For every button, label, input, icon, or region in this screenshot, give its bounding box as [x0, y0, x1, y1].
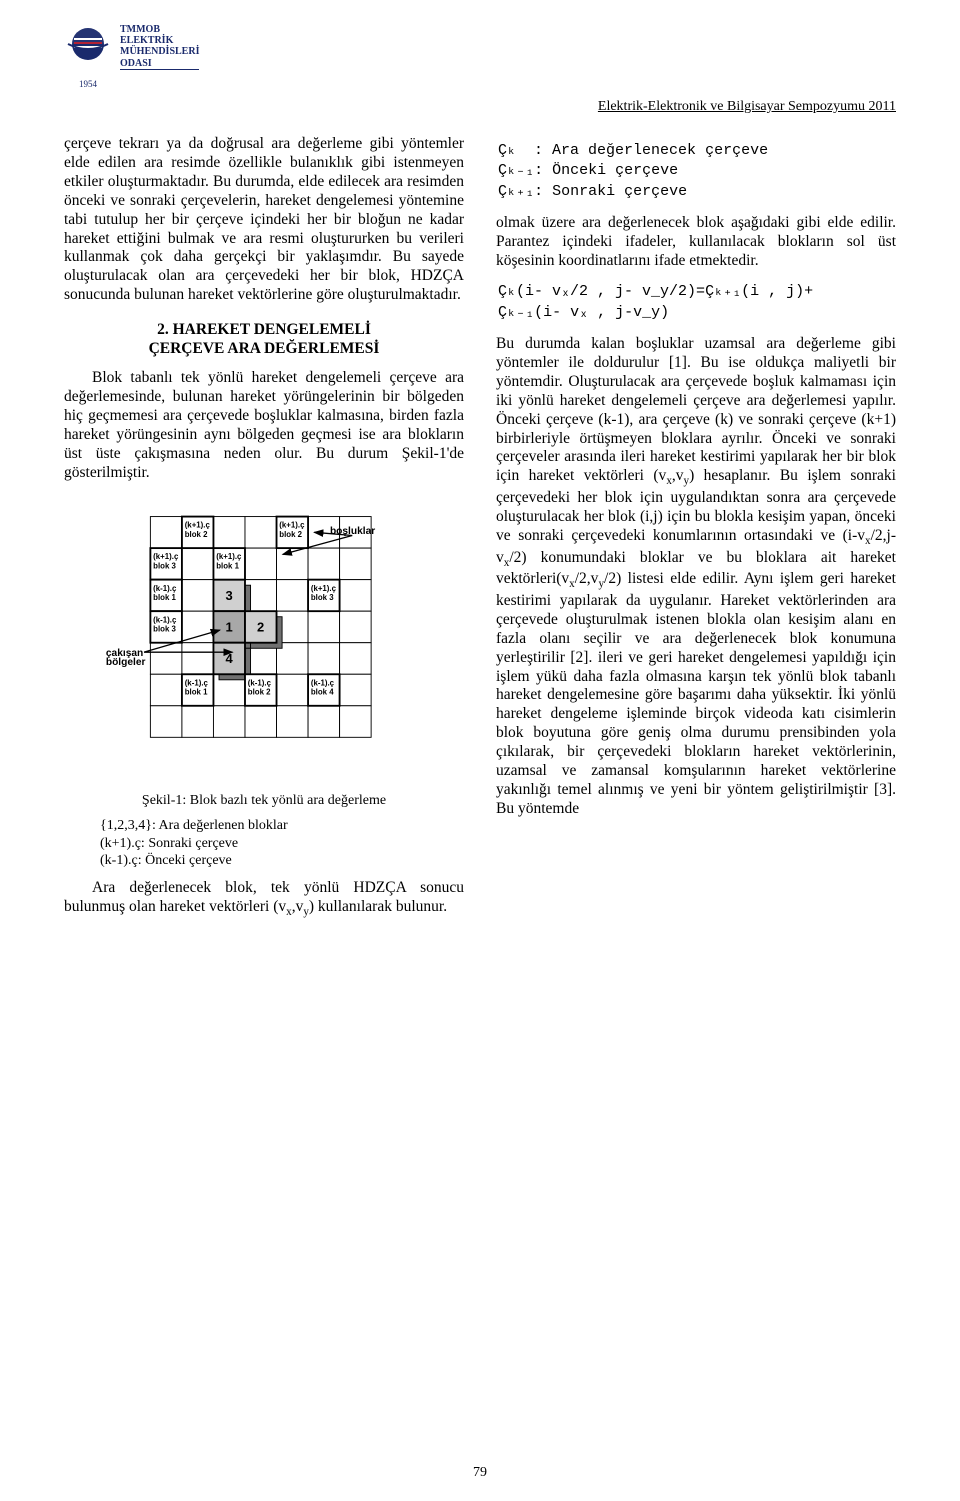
- org-line: TMMOB: [120, 24, 199, 35]
- text-run: /2,v: [575, 570, 599, 587]
- publisher-header: 1954 TMMOB ELEKTRİK MÜHENDİSLERİ ODASI: [64, 24, 896, 89]
- right-column: Çₖ : Ara değerlenecek çerçeve Çₖ₋₁: Önce…: [496, 135, 896, 931]
- equation-block: Çₖ(i- vₓ/2 , j- v_y/2)=Çₖ₊₁(i , j)+ Çₖ₋₁…: [498, 282, 896, 323]
- svg-text:blok 4: blok 4: [311, 688, 334, 697]
- svg-text:blok 1: blok 1: [185, 688, 208, 697]
- figure-1-caption: Şekil-1: Blok bazlı tek yönlü ara değerl…: [142, 792, 386, 809]
- logo-block: 1954: [64, 24, 112, 89]
- svg-text:blok 1: blok 1: [153, 593, 176, 602]
- svg-text:1: 1: [226, 620, 233, 635]
- svg-text:(k-1).ç: (k-1).ç: [311, 679, 335, 688]
- svg-text:2: 2: [257, 620, 264, 635]
- subscript: x: [666, 475, 672, 487]
- legend-line: {1,2,3,4}: Ara değerlenen bloklar: [100, 817, 288, 834]
- legend-line: (k+1).ç: Sonraki çerçeve: [100, 835, 288, 852]
- org-line: ODASI: [120, 58, 199, 69]
- svg-text:blok 3: blok 3: [153, 625, 176, 634]
- org-year: 1954: [64, 79, 112, 89]
- svg-text:blok 2: blok 2: [185, 530, 208, 539]
- text-run: Bu durumda kalan boşluklar uzamsal ara d…: [496, 335, 896, 484]
- figure-1-legend: {1,2,3,4}: Ara değerlenen bloklar (k+1).…: [100, 817, 288, 868]
- text-run: /2) listesi elde edilir. Aynı işlem geri…: [496, 570, 896, 817]
- svg-text:boşluklar: boşluklar: [330, 526, 375, 537]
- org-line: ELEKTRİK: [120, 35, 199, 46]
- body-paragraph: Bu durumda kalan boşluklar uzamsal ara d…: [496, 335, 896, 819]
- figure-1: 3124 (k+1).çblok 2(k+1).çblok 2(k+1).çbl…: [64, 494, 464, 868]
- emo-logo-icon: [64, 24, 112, 72]
- svg-text:(k+1).ç: (k+1).ç: [216, 553, 242, 562]
- svg-text:blok 2: blok 2: [248, 688, 271, 697]
- body-paragraph: olmak üzere ara değerlenecek blok aşağıd…: [496, 214, 896, 271]
- page-number: 79: [0, 1465, 960, 1481]
- svg-text:(k-1).ç: (k-1).ç: [153, 584, 177, 593]
- svg-text:(k-1).ç: (k-1).ç: [153, 616, 177, 625]
- body-paragraph: çerçeve tekrarı ya da doğrusal ara değer…: [64, 135, 464, 305]
- body-paragraph: Ara değerlenecek blok, tek yönlü HDZÇA s…: [64, 879, 464, 920]
- text-run: ) kullanılarak bulunur.: [309, 898, 447, 915]
- section-heading-line: ÇERÇEVE ARA DEĞERLEMESİ: [149, 340, 380, 357]
- section-heading-line: 2. HAREKET DENGELEMELİ: [157, 321, 371, 338]
- svg-text:(k+1).ç: (k+1).ç: [185, 521, 211, 530]
- svg-text:blok 3: blok 3: [311, 593, 334, 602]
- eq-line: Çₖ(i- vₓ/2 , j- v_y/2)=Çₖ₊₁(i , j)+: [498, 283, 813, 300]
- svg-text:blok 1: blok 1: [216, 562, 239, 571]
- svg-text:(k-1).ç: (k-1).ç: [248, 679, 272, 688]
- section-heading: 2. HAREKET DENGELEMELİ ÇERÇEVE ARA DEĞER…: [64, 321, 464, 359]
- svg-text:(k+1).ç: (k+1).ç: [153, 553, 179, 562]
- svg-text:4: 4: [226, 652, 234, 667]
- org-underline: [120, 69, 199, 70]
- left-column: çerçeve tekrarı ya da doğrusal ara değer…: [64, 135, 464, 931]
- svg-text:bölgeler: bölgeler: [106, 658, 146, 669]
- page: 1954 TMMOB ELEKTRİK MÜHENDİSLERİ ODASI E…: [0, 0, 960, 1501]
- svg-text:(k+1).ç: (k+1).ç: [279, 521, 305, 530]
- org-line: MÜHENDİSLERİ: [120, 46, 199, 57]
- two-column-layout: çerçeve tekrarı ya da doğrusal ara değer…: [64, 135, 896, 931]
- svg-text:blok 3: blok 3: [153, 562, 176, 571]
- def-line: Çₖ : Ara değerlenecek çerçeve: [498, 142, 768, 159]
- running-title: Elektrik-Elektronik ve Bilgisayar Sempoz…: [64, 99, 896, 115]
- subscript: x: [286, 906, 292, 918]
- def-line: Çₖ₊₁: Sonraki çerçeve: [498, 183, 687, 200]
- eq-line: Çₖ₋₁(i- vₓ , j-v_y): [498, 304, 669, 321]
- svg-text:3: 3: [226, 588, 233, 603]
- legend-line: (k-1).ç: Önceki çerçeve: [100, 852, 288, 869]
- def-line: Çₖ₋₁: Önceki çerçeve: [498, 162, 678, 179]
- frame-definitions: Çₖ : Ara değerlenecek çerçeve Çₖ₋₁: Önce…: [498, 141, 896, 202]
- body-paragraph: Blok tabanlı tek yönlü hareket dengeleme…: [64, 369, 464, 482]
- svg-text:(k-1).ç: (k-1).ç: [185, 679, 209, 688]
- org-name: TMMOB ELEKTRİK MÜHENDİSLERİ ODASI: [120, 24, 199, 76]
- svg-text:(k+1).ç: (k+1).ç: [311, 584, 337, 593]
- figure-1-svg: 3124 (k+1).çblok 2(k+1).çblok 2(k+1).çbl…: [104, 494, 424, 784]
- svg-text:blok 2: blok 2: [279, 530, 302, 539]
